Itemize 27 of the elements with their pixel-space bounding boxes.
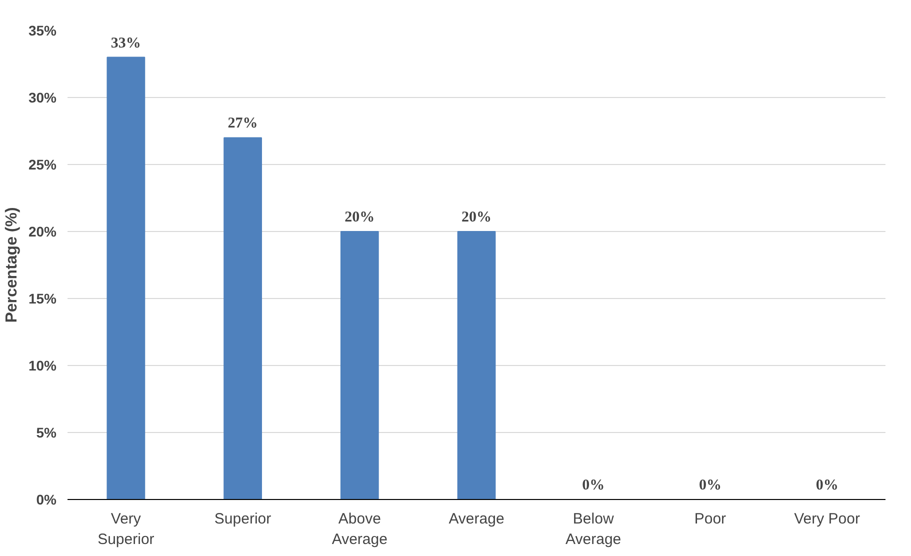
x-tick-label: Very Poor <box>794 510 860 528</box>
x-tick-label: Above Average <box>332 510 388 548</box>
bar <box>457 231 496 500</box>
y-tick-label: 20% <box>28 224 58 240</box>
data-label: 0% <box>582 478 605 494</box>
y-tick-label: 25% <box>28 156 58 172</box>
x-tick-label: Average <box>448 510 504 528</box>
x-tick-label: Poor <box>694 510 726 528</box>
data-label: 20% <box>462 210 492 226</box>
y-tick-label: 5% <box>36 424 58 440</box>
y-tick-label: 30% <box>28 90 58 106</box>
y-tick-label: 35% <box>28 22 58 38</box>
y-axis-title: Percentage (%) <box>3 207 20 323</box>
x-tick-label: Below Average <box>566 510 622 548</box>
data-label: 27% <box>228 116 258 132</box>
x-tick-label: Superior <box>214 510 272 528</box>
bar <box>106 56 146 500</box>
y-tick-label: 10% <box>28 358 58 374</box>
data-label: 20% <box>344 210 375 226</box>
x-tick-label: Very Superior <box>98 510 154 548</box>
bar <box>340 231 379 500</box>
y-tick-label: 15% <box>28 290 58 306</box>
data-label: 33% <box>110 35 141 52</box>
data-label: 0% <box>816 478 838 494</box>
data-label: 0% <box>698 478 722 494</box>
y-tick-label: 0% <box>36 492 58 508</box>
bar <box>224 137 262 500</box>
